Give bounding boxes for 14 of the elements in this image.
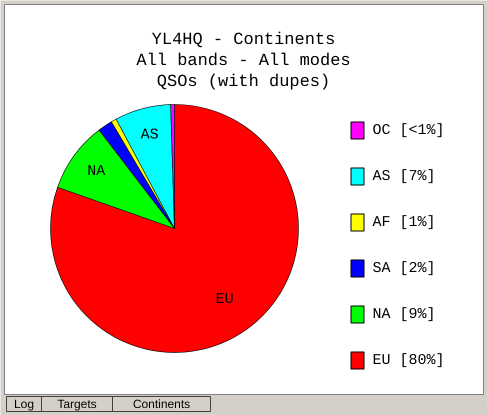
slice-label: NA	[87, 163, 106, 180]
slice-label: AS	[140, 126, 159, 144]
category-label: NA [9%]	[372, 306, 436, 323]
category-label: EU [80%]	[372, 352, 445, 369]
legend-label: OC [<1%]	[372, 122, 445, 139]
chart-subtitle: All bands - All modes QSOs (with dupes)	[136, 52, 351, 92]
category-label: AS [7%]	[372, 168, 436, 185]
text: Log	[14, 397, 34, 411]
slice-label: EU	[216, 290, 234, 308]
legend-label: AF [1%]	[372, 214, 436, 231]
chart-title: YL4HQ - Continents	[152, 31, 336, 50]
text: Continents	[132, 397, 190, 411]
legend-label: SA [2%]	[372, 260, 436, 277]
text: Targets	[57, 397, 97, 411]
